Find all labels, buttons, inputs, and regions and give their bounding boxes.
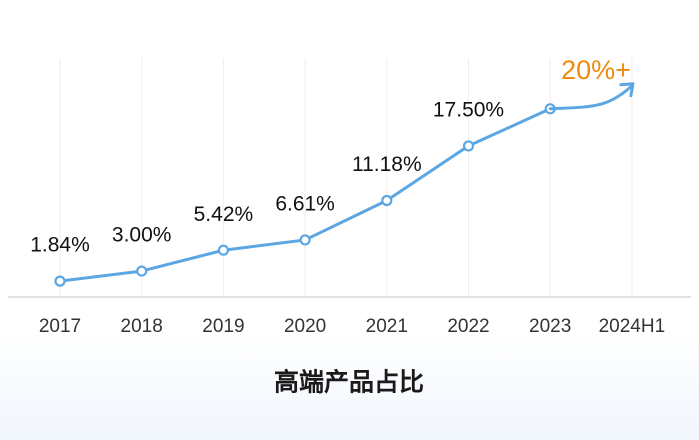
trend-arrow	[548, 84, 634, 111]
x-tick-label: 2019	[202, 316, 244, 337]
x-tick-label: 2024H1	[599, 316, 666, 337]
arrow-head	[619, 82, 635, 98]
x-tick-label: 2021	[366, 316, 408, 337]
data-label: 6.61%	[275, 192, 335, 215]
data-label: 1.84%	[30, 234, 90, 257]
x-tick-label: 2020	[284, 316, 326, 337]
data-label: 11.18%	[352, 153, 422, 176]
annotation: 20%+	[561, 55, 631, 85]
data-point	[462, 140, 475, 152]
data-label: 17.50%	[433, 98, 504, 121]
data-label: 5.42%	[194, 203, 254, 226]
chart-title: 高端产品占比	[274, 368, 424, 397]
data-point	[54, 275, 66, 287]
x-tick-label: 2017	[39, 316, 81, 337]
x-tick-label: 2018	[121, 316, 163, 337]
data-point	[299, 234, 311, 246]
x-tick-label: 2022	[447, 316, 489, 337]
data-point	[381, 194, 393, 207]
x-tick-label: 2023	[529, 316, 571, 337]
data-point	[217, 244, 229, 256]
data-point	[136, 265, 148, 277]
data-label: 3.00%	[112, 224, 172, 247]
